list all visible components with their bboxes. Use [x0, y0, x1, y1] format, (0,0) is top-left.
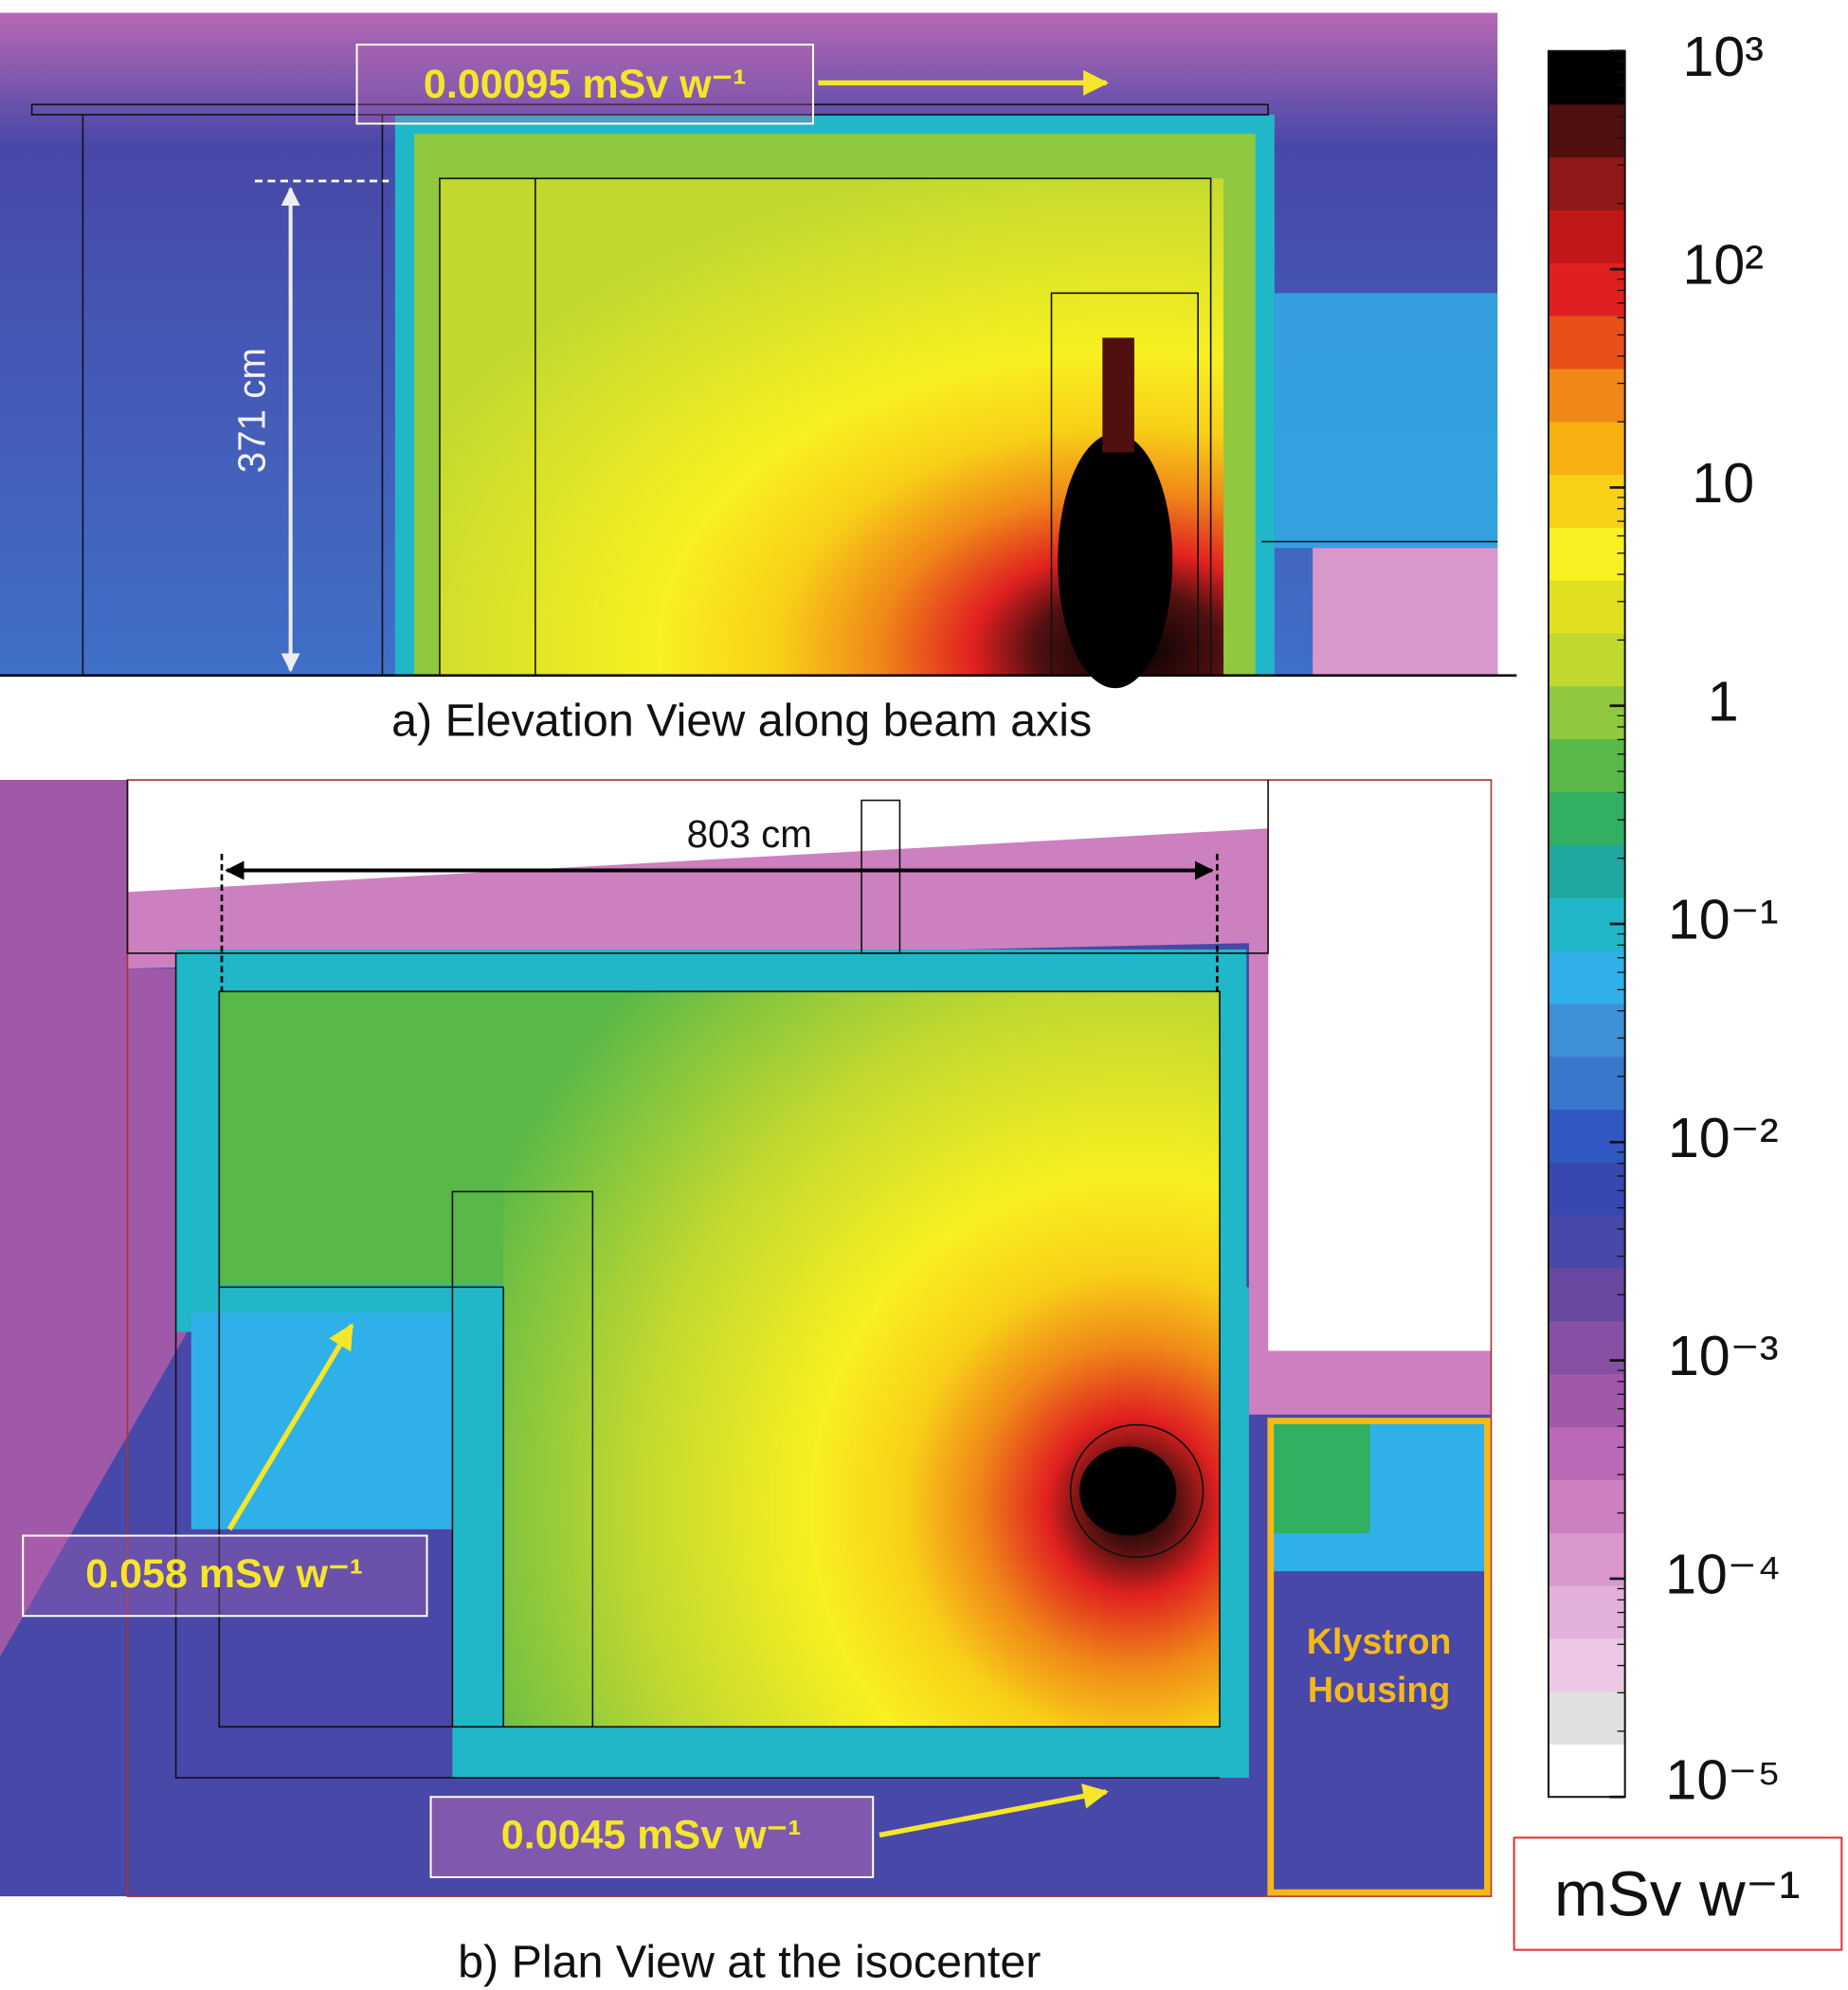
colorbar-band [1548, 1584, 1625, 1639]
colorbar-band [1548, 580, 1625, 634]
colorbar-band [1548, 1532, 1625, 1586]
colorbar-tick-label: 10⁻³ [1668, 1324, 1779, 1387]
colorbar-band [1548, 1109, 1625, 1163]
colorbar-band [1548, 474, 1625, 528]
colorbar-band [1548, 950, 1625, 1004]
colorbar-band [1548, 791, 1625, 845]
dimension-label: 371 cm [230, 348, 274, 473]
elevation-map [0, 12, 1517, 689]
colorbar-tick-label: 10⁻⁴ [1665, 1543, 1781, 1606]
colorbar-band [1548, 527, 1625, 581]
colorbar-tick-label: 10⁻¹ [1668, 888, 1779, 951]
colorbar-band [1548, 685, 1625, 740]
dimension-label: 803 cm [687, 812, 812, 856]
colorbar-band [1548, 632, 1625, 687]
colorbar-tick-label: 10 [1692, 451, 1754, 515]
colorbar-tick-label: 1 [1708, 669, 1739, 733]
colorbar-band [1548, 156, 1625, 210]
caption: b) Plan View at the isocenter [458, 1937, 1041, 1988]
plan-map [0, 779, 1493, 1897]
colorbar-tick-label: 10² [1682, 233, 1763, 297]
colorbar-band [1548, 844, 1625, 898]
colorbar-band [1548, 1267, 1625, 1322]
annotation: 0.00095 mSv w⁻¹ [424, 62, 747, 107]
klystron-label: Klystron [1307, 1621, 1452, 1661]
klystron-label: Housing [1308, 1670, 1451, 1710]
colorbar-band [1548, 1426, 1625, 1480]
annotation: 0.0045 mSv w⁻¹ [501, 1813, 802, 1858]
colorbar-band [1548, 1479, 1625, 1533]
colorbar-band [1548, 1162, 1625, 1216]
colorbar-tick-label: 10⁻⁵ [1665, 1747, 1781, 1811]
colorbar-band [1548, 1637, 1625, 1692]
colorbar-tick-label: 10⁻² [1668, 1106, 1779, 1169]
colorbar: 10³ 10² 10 1 10⁻¹ 10⁻² 10⁻³ 10⁻⁴ 10⁻⁵ [1547, 25, 1781, 1811]
colorbar-tick-label: 10³ [1682, 25, 1763, 88]
colorbar-band [1548, 209, 1625, 263]
colorbar-band [1548, 1056, 1625, 1111]
colorbar-band [1548, 1744, 1625, 1798]
caption: a) Elevation View along beam axis [391, 696, 1092, 747]
colorbar-band [1548, 262, 1625, 317]
colorbar-band [1548, 1691, 1625, 1746]
colorbar-band [1548, 50, 1625, 105]
colorbar-band [1548, 1003, 1625, 1058]
colorbar-band [1548, 738, 1625, 793]
colorbar-band [1548, 421, 1625, 476]
colorbar-band [1548, 1215, 1625, 1269]
colorbar-band [1548, 1373, 1625, 1428]
annotation: 0.058 mSv w⁻¹ [85, 1551, 363, 1597]
colorbar-band [1548, 1320, 1625, 1375]
colorbar-unit: mSv w⁻¹ [1554, 1859, 1801, 1930]
colorbar-band [1548, 315, 1625, 370]
colorbar-band [1548, 368, 1625, 423]
unit-box [1513, 1836, 1843, 1951]
colorbar-band [1548, 103, 1625, 158]
